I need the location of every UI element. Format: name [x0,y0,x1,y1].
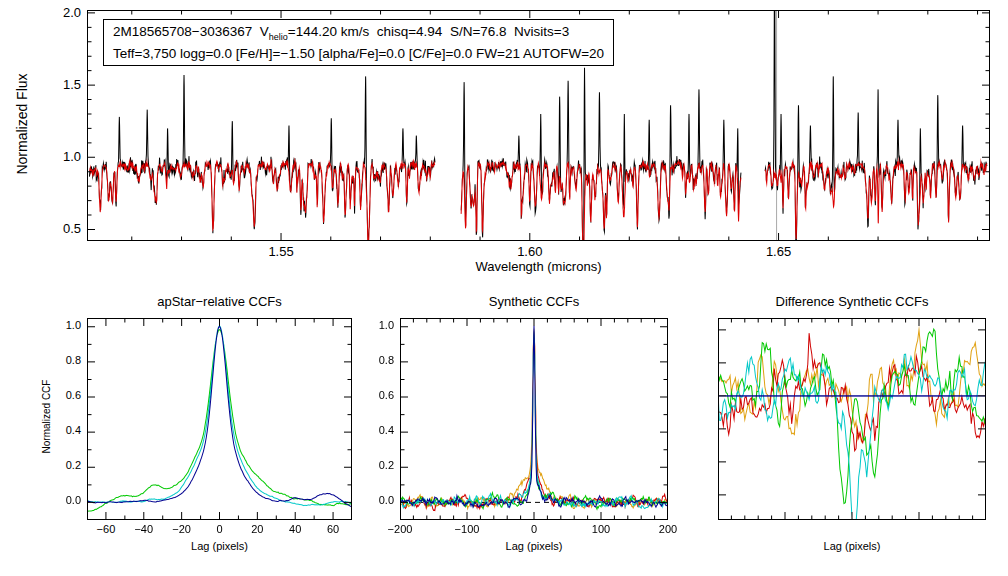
annotation-star-id: 2M18565708−3036367 V [113,24,269,39]
tick-label: 0.0 [344,494,394,506]
tick-label: 100 [576,523,626,535]
apstar-ccf-x-axis-label: Lag (pixels) [87,540,352,552]
synthetic-ccf-plot-area: −200−10001002000.00.20.40.60.81.0 [400,318,668,520]
tick-label: 1.0 [31,319,81,331]
tick-label: 0.5 [31,221,81,236]
apstar-ccf-title: apStar−relative CCFs [87,294,352,309]
synthetic-ccf-x-axis-label: Lag (pixels) [400,540,668,552]
tick-label: 0.2 [344,459,394,471]
tick-label: 1.0 [31,149,81,164]
synthetic-ccf-canvas [400,318,668,520]
spectrum-annotation-box: 2M18565708−3036367 Vhelio=144.20 km/s ch… [103,19,614,66]
tick-label: 200 [643,523,693,535]
annotation-line-1: 2M18565708−3036367 Vhelio=144.20 km/s ch… [113,22,604,44]
tick-label: −200 [375,523,425,535]
tick-label: 0.0 [31,494,81,506]
tick-label: 2.0 [31,5,81,20]
figure: 2M18565708−3036367 Vhelio=144.20 km/s ch… [0,0,1008,576]
diff-ccf-x-axis-label: Lag (pixels) [718,540,986,552]
spectrum-y-axis-label: Normalized Flux [14,24,30,224]
apstar-ccf-plot-area: −60−40−2002040600.00.20.40.60.81.0 [87,318,352,520]
annotation-fit-stats: =144.20 km/s chisq=4.94 S/N=76.8 Nvisits… [288,24,569,39]
tick-label: 1.60 [505,244,555,259]
tick-label: 0.2 [31,459,81,471]
annotation-vhelio-subscript: helio [269,32,288,42]
annotation-line-2: Teff=3,750 logg=0.0 [Fe/H]=−1.50 [alpha/… [113,44,604,64]
tick-label: 0.8 [344,354,394,366]
tick-label: 1.5 [31,77,81,92]
spectrum-x-axis-label: Wavelength (microns) [87,259,990,274]
tick-label: 1.55 [256,244,306,259]
tick-label: 0.8 [31,354,81,366]
tick-label: 0.4 [344,424,394,436]
tick-label: 60 [308,523,358,535]
diff-ccf-plot-area [718,318,986,520]
tick-label: 1.65 [754,244,804,259]
tick-label: 0 [509,523,559,535]
diff-ccf-canvas [718,318,986,520]
tick-label: 0.4 [31,424,81,436]
apstar-ccf-canvas [87,318,352,520]
tick-label: 0.6 [344,389,394,401]
tick-label: 1.0 [344,319,394,331]
diff-ccf-title: Difference Synthetic CCFs [718,294,986,309]
synthetic-ccf-title: Synthetic CCFs [400,294,668,309]
tick-label: 0.6 [31,389,81,401]
tick-label: −100 [442,523,492,535]
